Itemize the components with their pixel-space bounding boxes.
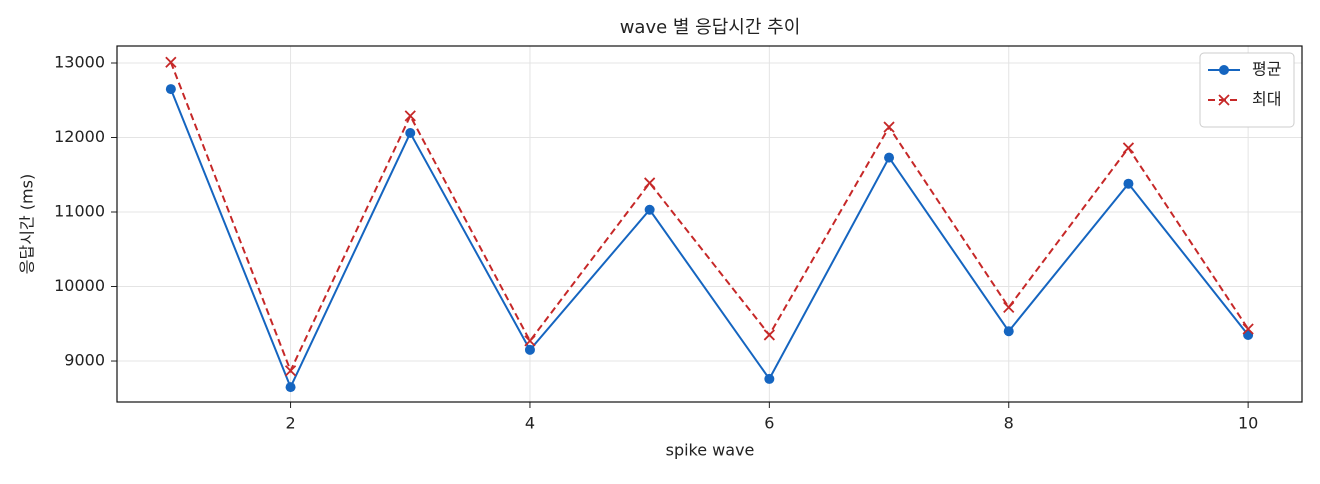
point [644,204,655,215]
point [1003,301,1015,314]
point [1123,178,1134,189]
legend-label: 최대 [1252,90,1281,109]
legend-marker [1218,94,1230,106]
x-axis-label: spike wave [666,441,755,460]
point [524,344,535,355]
y-tick-label: 12000 [54,127,105,146]
line [169,61,1249,374]
point [763,329,775,341]
point [405,128,416,139]
line [169,88,1249,390]
point [165,56,177,68]
x-tick-label: 10 [1238,414,1258,433]
y-tick-label: 13000 [54,52,105,71]
point [165,84,176,95]
point [524,335,536,347]
y-axis-label: 응답시간 (ms) [18,174,37,274]
y-tick-label: 11000 [54,202,105,221]
x-tick-label: 6 [764,414,774,433]
point [1242,323,1254,335]
point [884,152,895,163]
point [1122,142,1135,154]
legend-marker [1219,65,1229,75]
point [764,373,775,384]
y-tick-label: 10000 [54,276,105,295]
point [1003,326,1014,337]
point [644,177,656,189]
point [285,382,296,393]
point [284,365,297,377]
y-tick-label: 9000 [64,351,105,370]
x-tick-label: 8 [1004,414,1014,433]
x-tick-label: 4 [525,414,535,433]
chart-title: wave 별 응답시간 추이 [620,17,801,38]
x-tick-label: 2 [285,414,295,433]
legend-label: 평균 [1252,60,1281,79]
point [883,121,895,133]
point [404,110,416,122]
plot-frame [116,45,1303,403]
